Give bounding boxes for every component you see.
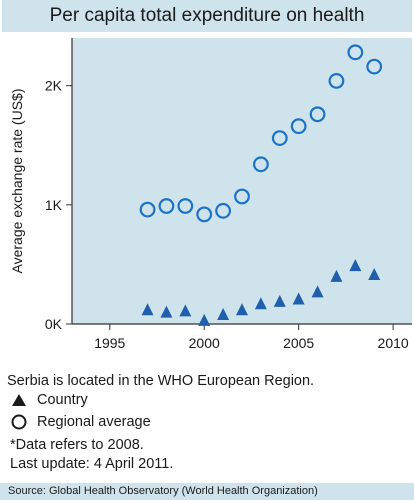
country-point — [141, 303, 154, 316]
regional-average-point — [215, 202, 232, 219]
chart-title: Per capita total expenditure on health — [2, 0, 412, 32]
regional-average-point — [234, 188, 250, 205]
country-point — [254, 297, 267, 310]
legend-country: Country — [9, 391, 88, 409]
country-point — [160, 305, 173, 318]
y-tick-label: 2K — [45, 78, 63, 94]
country-point — [217, 307, 230, 320]
regional-average-point — [271, 130, 288, 146]
chart-area: 0K 1K 2K 1995 2000 2005 2010 Average exchange r… — [9, 38, 412, 351]
regional-average-point — [366, 58, 383, 75]
regional-average-point — [177, 198, 194, 214]
country-point — [368, 268, 381, 281]
y-tick-label: 1K — [45, 197, 63, 213]
country-point — [179, 304, 192, 317]
regional-average-point — [309, 106, 326, 123]
country-point — [330, 269, 343, 282]
y-tick-label: 0K — [45, 316, 63, 332]
country-point — [273, 294, 286, 307]
country-point — [349, 259, 362, 272]
regional-average-point — [290, 118, 307, 135]
regional-average-point — [158, 198, 175, 214]
legend-regional-label: Regional average — [37, 414, 151, 430]
regional-average-point — [196, 206, 213, 223]
x-tick-label: 2005 — [283, 335, 314, 351]
source-footer: Source: Global Health Observatory (World… — [0, 483, 414, 500]
circle-icon — [11, 414, 27, 430]
country-point — [198, 313, 211, 326]
plot-background — [72, 38, 412, 324]
regional-average-point — [347, 44, 364, 61]
regional-average-point — [252, 156, 269, 173]
regional-average-point — [139, 201, 156, 218]
country-point — [311, 285, 324, 298]
triangle-icon — [12, 394, 26, 406]
country-point — [292, 292, 305, 305]
data-note: *Data refers to 2008. — [10, 437, 144, 453]
update-note: Last update: 4 April 2011. — [10, 456, 174, 472]
legend-regional: Regional average — [9, 413, 151, 431]
regional-average-point — [328, 73, 345, 89]
y-axis-label: Average exchange rate (US$) — [9, 89, 25, 274]
x-tick-label: 1995 — [94, 335, 125, 351]
legend-country-label: Country — [37, 392, 88, 408]
x-tick-label: 2010 — [378, 335, 409, 351]
region-caption: Serbia is located in the WHO European Re… — [7, 373, 315, 389]
country-point — [236, 303, 248, 316]
x-tick-label: 2000 — [189, 335, 220, 351]
